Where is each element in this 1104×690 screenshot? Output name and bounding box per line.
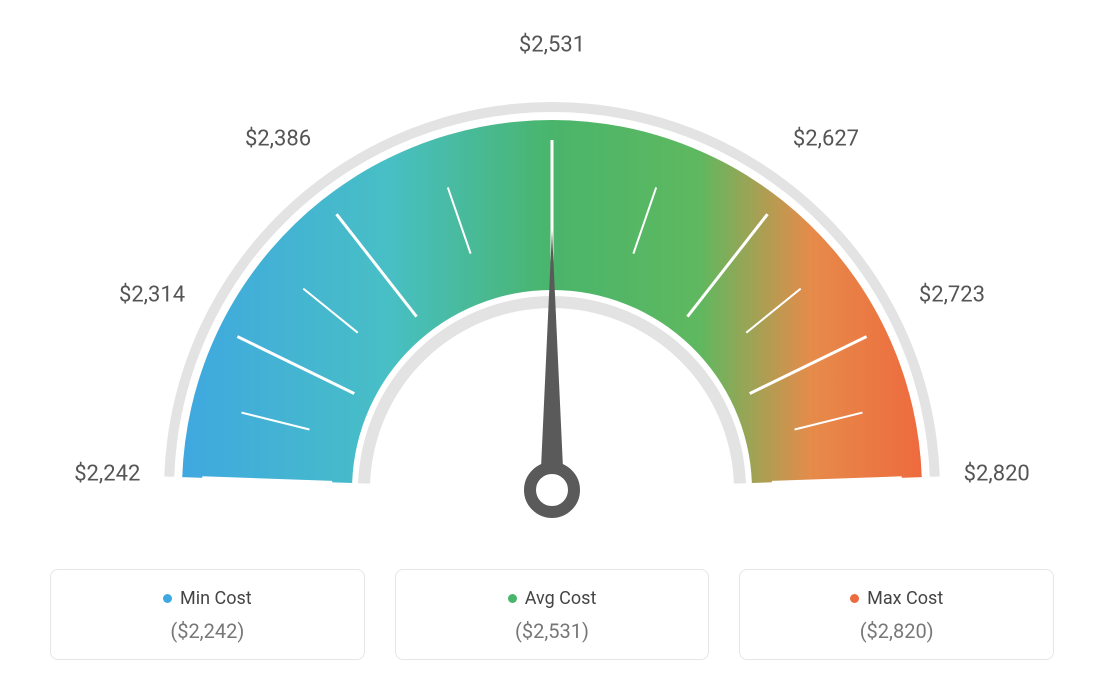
legend-card-min: Min Cost ($2,242) xyxy=(50,569,365,660)
legend-title-text: Avg Cost xyxy=(525,588,597,609)
legend-card-max: Max Cost ($2,820) xyxy=(739,569,1054,660)
legend-title-text: Min Cost xyxy=(180,588,252,609)
legend-card-avg: Avg Cost ($2,531) xyxy=(395,569,710,660)
legend-value-max: ($2,820) xyxy=(760,619,1033,643)
gauge-chart: $2,242 $2,314 $2,386 $2,531 $2,627 $2,723 $2,8… xyxy=(0,0,1104,560)
legend-title-max: Max Cost xyxy=(850,588,943,609)
legend-title-text: Max Cost xyxy=(867,588,943,609)
dot-icon xyxy=(850,594,859,603)
legend-title-min: Min Cost xyxy=(163,588,252,609)
gauge-tick-label: $2,531 xyxy=(519,33,585,58)
legend-value-min: ($2,242) xyxy=(71,619,344,643)
gauge-svg xyxy=(0,0,1104,560)
gauge-tick-label: $2,242 xyxy=(74,462,140,487)
gauge-tick-label: $2,386 xyxy=(245,127,311,152)
dot-icon xyxy=(163,594,172,603)
legend-title-avg: Avg Cost xyxy=(508,588,597,609)
gauge-tick-label: $2,820 xyxy=(964,462,1030,487)
dot-icon xyxy=(508,594,517,603)
legend-row: Min Cost ($2,242) Avg Cost ($2,531) Max … xyxy=(50,569,1054,660)
legend-value-avg: ($2,531) xyxy=(416,619,689,643)
gauge-tick-label: $2,723 xyxy=(919,282,985,307)
gauge-tick-label: $2,627 xyxy=(793,127,859,152)
gauge-tick-label: $2,314 xyxy=(119,282,185,307)
